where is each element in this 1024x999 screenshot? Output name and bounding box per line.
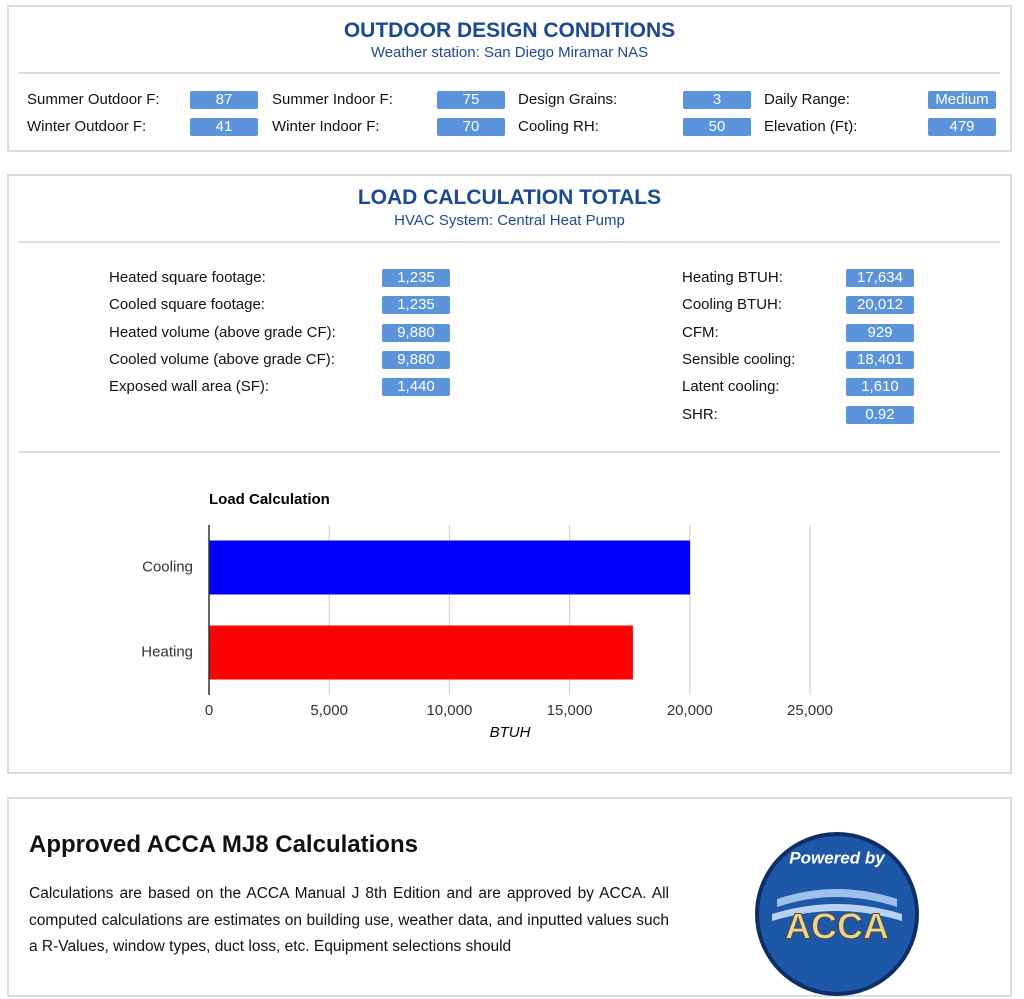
total-label: Sensible cooling: <box>682 350 796 368</box>
field-value: 41 <box>190 118 258 136</box>
total-value: 9,880 <box>382 350 450 369</box>
total-label: Latent cooling: <box>682 378 780 396</box>
total-value: 17,634 <box>846 269 914 287</box>
panel-title: OUTDOOR DESIGN CONDITIONS <box>343 19 676 42</box>
divider <box>19 72 1000 74</box>
x-tick-label: 5,000 <box>310 702 348 719</box>
total-value: 18,401 <box>846 350 914 369</box>
page: OUTDOOR DESIGN CONDITIONS Weather statio… <box>7 5 1012 997</box>
field-value: 70 <box>437 118 505 136</box>
field-value: 3 <box>683 91 751 109</box>
heading: Approved ACCA MJ8 Calculations <box>29 831 418 858</box>
approval-panel: Approved ACCA MJ8 Calculations Calculati… <box>7 797 1012 997</box>
divider <box>19 241 1000 243</box>
field-label: Design Grains: <box>518 91 618 108</box>
total-value: 1,235 <box>382 269 450 287</box>
panel-subtitle: HVAC System: Central Heat Pump <box>394 212 625 229</box>
total-value: 20,012 <box>846 296 914 315</box>
x-tick-label: 10,000 <box>426 702 472 719</box>
field-value: 87 <box>190 91 258 109</box>
total-value: 1,235 <box>382 296 450 315</box>
x-axis-label: BTUH <box>490 724 531 741</box>
field-label: Elevation (Ft): <box>764 118 858 135</box>
chart: Load Calculation BTUH 0 5,000 10,000 15,000… <box>141 491 833 741</box>
total-value: 929 <box>846 323 914 342</box>
total-label: Exposed wall area (SF): <box>109 378 270 396</box>
x-tick-label: 15,000 <box>547 702 593 719</box>
total-value: 1,440 <box>382 378 450 397</box>
field-label: Summer Outdoor F: <box>27 91 160 108</box>
total-label: Heated square footage: <box>109 269 266 286</box>
x-tick-label: 20,000 <box>667 702 713 719</box>
panel-subtitle: Weather station: San Diego Miramar NAS <box>370 44 649 61</box>
x-tick-label: 0 <box>205 702 213 719</box>
logo-text: ACCA <box>785 906 889 947</box>
field-label: Daily Range: <box>764 91 850 108</box>
total-value: 1,610 <box>846 378 914 397</box>
y-tick-label: Cooling <box>142 558 193 575</box>
logo-wave <box>772 904 902 921</box>
total-label: CFM: <box>682 323 719 341</box>
total-label: Cooling BTUH: <box>682 296 783 314</box>
total-label: SHR: <box>682 405 718 423</box>
logo-text: Powered by <box>789 848 886 867</box>
logo-wave <box>777 889 897 907</box>
panel-title: LOAD CALCULATION TOTALS <box>357 186 662 209</box>
field-label: Winter Indoor F: <box>272 118 380 135</box>
bar <box>209 540 691 595</box>
total-label: Cooled square footage: <box>109 296 265 314</box>
total-value: 9,880 <box>382 323 450 342</box>
field-value: 479 <box>928 118 996 136</box>
total-value: 0.92 <box>846 405 914 424</box>
paragraph: Calculations are based on the ACCA Manua… <box>29 885 669 955</box>
outdoor-panel: OUTDOOR DESIGN CONDITIONS Weather statio… <box>7 5 1012 152</box>
total-label: Heated volume (above grade CF): <box>109 323 336 341</box>
total-label: Heating BTUH: <box>682 269 783 286</box>
divider <box>19 451 1000 453</box>
total-label: Cooled volume (above grade CF): <box>109 350 335 368</box>
field-label: Summer Indoor F: <box>272 91 393 108</box>
field-value: Medium <box>928 91 996 109</box>
field-value: 75 <box>437 91 505 109</box>
x-tick-label: 25,000 <box>787 702 833 719</box>
field-label: Winter Outdoor F: <box>27 118 147 135</box>
bar <box>209 625 633 680</box>
acca-logo: Powered by ACCA <box>755 832 919 996</box>
y-tick-label: Heating <box>141 643 193 660</box>
field-value: 50 <box>683 118 751 136</box>
field-label: Cooling RH: <box>518 118 599 135</box>
chart-title: Load Calculation <box>209 491 330 508</box>
